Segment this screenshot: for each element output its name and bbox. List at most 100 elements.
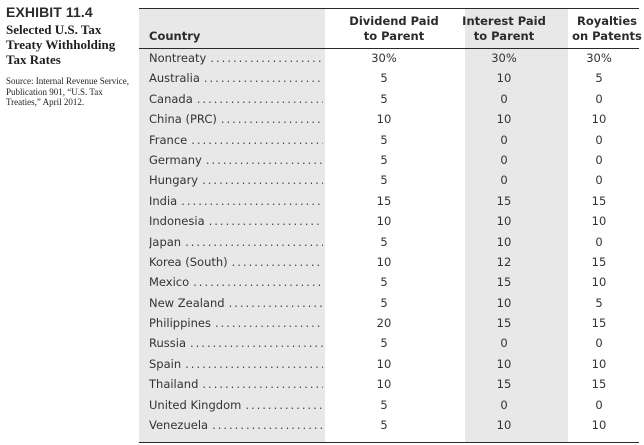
interest-cell: 15	[496, 275, 512, 290]
country-name: Venezuela	[149, 418, 209, 433]
table-row: Venezuela.............................. 5…	[139, 417, 639, 437]
dot-leader: ..............................	[185, 234, 323, 249]
country-name: Philippines	[149, 316, 211, 331]
country-cell: India..............................	[149, 194, 323, 208]
exhibit-label: EXHIBIT 11.4	[6, 4, 93, 20]
interest-cell: 10	[496, 214, 512, 229]
royalties-cell: 0	[595, 132, 603, 147]
table-row: Indonesia.............................. 1…	[139, 213, 639, 233]
table-row: Thailand.............................. 10…	[139, 376, 639, 396]
dot-leader: ..............................	[193, 275, 323, 290]
header-dividend-line1: Dividend Paid	[349, 14, 439, 28]
country-name: Canada	[149, 91, 193, 106]
table-row: Japan.............................. 5 10 0	[139, 234, 639, 254]
dividend-cell: 10	[376, 254, 392, 269]
royalties-cell: 10	[591, 418, 607, 433]
table-row: Canada.............................. 5 0 0	[139, 91, 639, 111]
table-row: New Zealand.............................…	[139, 295, 639, 315]
dot-leader: ..............................	[228, 295, 323, 310]
country-name: Germany	[149, 152, 202, 167]
royalties-cell: 15	[591, 254, 607, 269]
interest-cell: 10	[496, 295, 512, 310]
dot-leader: ..............................	[214, 316, 323, 331]
exhibit-sidebar: EXHIBIT 11.4 Selected U.S. Tax Treaty Wi…	[6, 4, 130, 108]
interest-cell: 0	[500, 336, 508, 351]
country-name: Indonesia	[149, 214, 205, 229]
dot-leader: ..............................	[203, 71, 323, 86]
header-country: Country	[149, 29, 201, 43]
country-name: Japan	[149, 234, 182, 249]
dot-leader: ..............................	[202, 173, 323, 188]
dot-leader: ..............................	[220, 112, 323, 127]
tax-rates-table: Country Dividend Paid to Parent Interest…	[139, 8, 642, 443]
country-name: China (PRC)	[149, 112, 217, 127]
interest-column-shade	[465, 9, 568, 442]
table-row: Korea (South)...........................…	[139, 254, 639, 274]
royalties-cell: 0	[595, 152, 603, 167]
table-body: Nontreaty.............................. 3…	[139, 50, 639, 437]
royalties-cell: 10	[591, 214, 607, 229]
interest-cell: 30%	[491, 51, 517, 65]
dot-leader: ..............................	[190, 336, 323, 351]
dividend-cell: 20	[376, 316, 392, 331]
dividend-cell: 10	[376, 214, 392, 229]
dividend-cell: 5	[380, 132, 388, 147]
country-name: Spain	[149, 356, 182, 371]
dividend-cell: 5	[380, 275, 388, 290]
interest-cell: 0	[500, 173, 508, 188]
country-name: Australia	[149, 71, 200, 86]
dividend-cell: 5	[380, 397, 388, 412]
country-cell: China (PRC).............................…	[149, 112, 323, 126]
country-cell: Australia..............................	[149, 71, 323, 85]
royalties-cell: 0	[595, 336, 603, 351]
interest-cell: 15	[496, 316, 512, 331]
country-cell: Russia..............................	[149, 336, 323, 350]
interest-cell: 0	[500, 91, 508, 106]
country-cell: Indonesia..............................	[149, 214, 323, 228]
country-cell: United Kingdom..........................…	[149, 398, 323, 412]
interest-cell: 10	[496, 112, 512, 127]
country-name: Mexico	[149, 275, 190, 290]
royalties-cell: 15	[591, 193, 607, 208]
royalties-cell: 5	[595, 295, 603, 310]
country-cell: Thailand..............................	[149, 377, 323, 391]
country-cell: New Zealand.............................…	[149, 296, 323, 310]
table-row: China (PRC).............................…	[139, 111, 639, 131]
table-row: Australia.............................. 5…	[139, 70, 639, 90]
dividend-cell: 10	[376, 112, 392, 127]
dot-leader: ..............................	[202, 377, 323, 392]
interest-cell: 10	[496, 71, 512, 86]
country-name: Thailand	[149, 377, 199, 392]
country-name: India	[149, 193, 178, 208]
dividend-cell: 10	[376, 356, 392, 371]
dot-leader: ..............................	[210, 51, 323, 65]
dividend-cell: 5	[380, 152, 388, 167]
country-name: Hungary	[149, 173, 199, 188]
dot-leader: ..............................	[231, 254, 323, 269]
country-name: France	[149, 132, 188, 147]
table-row: Spain.............................. 10 10 1…	[139, 356, 639, 376]
header-royalties-line2: on Patents	[572, 29, 642, 43]
country-name: Korea (South)	[149, 254, 228, 269]
interest-cell: 15	[496, 193, 512, 208]
table-row: Nontreaty.............................. 3…	[139, 50, 639, 70]
table-row: United Kingdom..........................…	[139, 397, 639, 417]
table-row: Russia.............................. 5 0 0	[139, 335, 639, 355]
country-cell: Canada..............................	[149, 92, 323, 106]
dividend-cell: 5	[380, 295, 388, 310]
interest-cell: 12	[496, 254, 512, 269]
header-interest-line1: Interest Paid	[462, 14, 546, 28]
interest-cell: 10	[496, 356, 512, 371]
dot-leader: ..............................	[245, 397, 323, 412]
header-royalties: Royalties on Patents	[559, 14, 644, 44]
table-row: France.............................. 5 0 0	[139, 132, 639, 152]
dividend-cell: 5	[380, 91, 388, 106]
country-cell: Korea (South)...........................…	[149, 255, 323, 269]
interest-cell: 10	[496, 418, 512, 433]
royalties-cell: 0	[595, 397, 603, 412]
royalties-cell: 10	[591, 356, 607, 371]
country-column-shade	[139, 9, 325, 442]
table-row: Germany.............................. 5 0 0	[139, 152, 639, 172]
royalties-cell: 0	[595, 91, 603, 106]
dot-leader: ..............................	[208, 214, 323, 229]
